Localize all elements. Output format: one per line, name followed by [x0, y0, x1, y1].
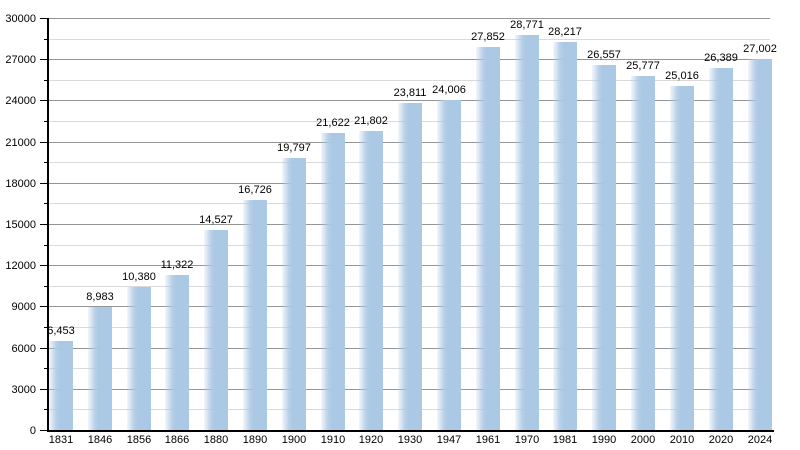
x-tick-label: 1981 [552, 434, 578, 446]
bar [553, 42, 577, 430]
bar [165, 275, 189, 430]
bar-value-label: 23,811 [393, 87, 427, 99]
x-tick-label: 1900 [281, 434, 307, 446]
bar-value-label: 11,322 [160, 259, 194, 271]
y-tick-label: 0 [29, 425, 36, 437]
y-tick-label: 6000 [11, 343, 36, 355]
y-minor-tick [44, 162, 49, 163]
bar [398, 103, 422, 430]
y-tick-label: 15000 [5, 219, 36, 231]
y-major-tick [40, 100, 49, 101]
bar-value-label: 14,527 [199, 214, 233, 226]
bar-value-label: 26,557 [587, 49, 621, 61]
y-major-tick [40, 348, 49, 349]
y-major-tick [40, 306, 49, 307]
y-gridline-minor [49, 80, 770, 81]
bar [88, 307, 112, 430]
bar [243, 200, 267, 430]
x-tick-label: 1831 [48, 434, 74, 446]
y-gridline-major [49, 100, 770, 101]
bar [204, 230, 228, 430]
y-minor-tick [44, 409, 49, 410]
x-tick-label: 1890 [242, 434, 268, 446]
y-tick-label: 3000 [11, 384, 36, 396]
bar [359, 131, 383, 430]
y-major-tick [40, 183, 49, 184]
y-major-tick [40, 59, 49, 60]
bar-value-label: 21,802 [354, 115, 388, 127]
x-tick-label: 1920 [358, 434, 384, 446]
bar-value-label: 25,016 [665, 70, 699, 82]
x-tick-label: 2000 [630, 434, 656, 446]
y-tick-label: 27000 [5, 54, 36, 66]
x-tick-label: 1961 [475, 434, 501, 446]
y-tick-label: 18000 [5, 178, 36, 190]
y-tick-label: 12000 [5, 260, 36, 272]
bar-value-label: 8,983 [86, 291, 114, 303]
bar [631, 76, 655, 430]
bar-value-label: 28,771 [510, 19, 544, 31]
y-minor-tick [44, 327, 49, 328]
x-tick-label: 1880 [203, 434, 229, 446]
y-gridline-minor [49, 39, 770, 40]
bar [476, 47, 500, 430]
bar-value-label: 24,006 [432, 84, 466, 96]
x-tick-label: 1990 [591, 434, 617, 446]
bar-value-label: 26,389 [704, 52, 738, 64]
y-minor-tick [44, 121, 49, 122]
y-major-tick [40, 265, 49, 266]
y-tick-label: 9000 [11, 301, 36, 313]
bar-value-label: 25,777 [626, 60, 660, 72]
y-gridline-major [49, 59, 770, 60]
bar [709, 68, 733, 430]
bar-value-label: 27,002 [743, 43, 777, 55]
y-tick-label: 24000 [5, 95, 36, 107]
y-major-tick [40, 224, 49, 225]
bar [748, 59, 772, 430]
bar-value-label: 27,852 [471, 31, 505, 43]
bar [437, 100, 461, 430]
y-minor-tick [44, 80, 49, 81]
y-minor-tick [44, 245, 49, 246]
x-tick-label: 1866 [164, 434, 190, 446]
x-tick-label: 1910 [320, 434, 346, 446]
bar [282, 158, 306, 430]
x-tick-label: 1947 [436, 434, 462, 446]
x-tick-label: 1856 [126, 434, 152, 446]
y-minor-tick [44, 368, 49, 369]
y-minor-tick [44, 286, 49, 287]
bar-value-label: 21,622 [316, 117, 350, 129]
bar [49, 341, 73, 430]
bar [515, 35, 539, 430]
bar [592, 65, 616, 430]
y-major-tick [40, 430, 49, 431]
y-major-tick [40, 142, 49, 143]
bar [127, 287, 151, 430]
bar-value-label: 28,217 [548, 26, 582, 38]
y-major-tick [40, 389, 49, 390]
x-tick-label: 1846 [87, 434, 113, 446]
x-axis-line [47, 430, 774, 432]
x-tick-label: 2010 [669, 434, 695, 446]
y-tick-label: 30000 [5, 13, 36, 25]
y-minor-tick [44, 203, 49, 204]
bar [670, 86, 694, 430]
y-major-tick [40, 18, 49, 19]
y-axis-line [47, 18, 49, 432]
x-tick-label: 2024 [747, 434, 773, 446]
x-tick-label: 2020 [708, 434, 734, 446]
x-tick-label: 1970 [514, 434, 540, 446]
y-minor-tick [44, 39, 49, 40]
bar [321, 133, 345, 430]
bar-value-label: 10,380 [122, 271, 156, 283]
bar-value-label: 19,797 [277, 142, 311, 154]
x-tick-label: 1930 [397, 434, 423, 446]
bar-value-label: 16,726 [238, 184, 272, 196]
y-tick-label: 21000 [5, 137, 36, 149]
y-gridline-major [49, 18, 770, 19]
bar-value-label: 6,453 [47, 325, 75, 337]
